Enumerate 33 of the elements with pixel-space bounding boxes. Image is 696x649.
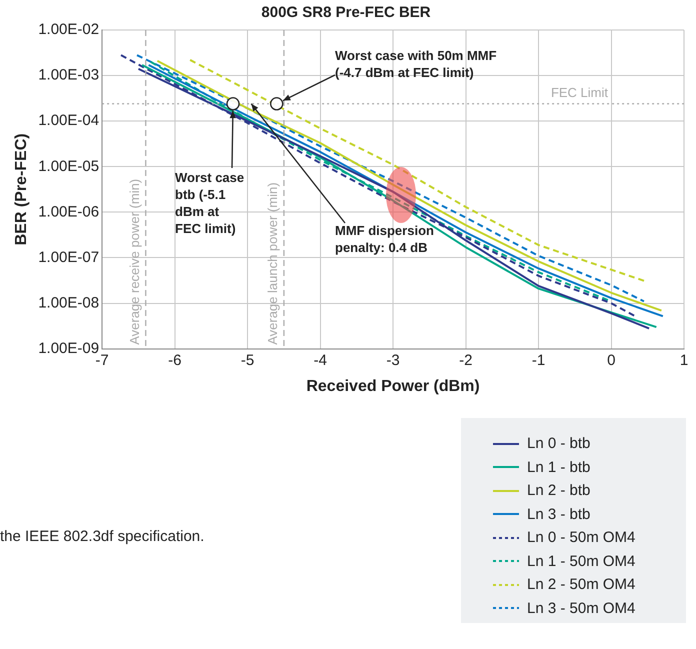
x-tick-label: -1: [532, 352, 546, 369]
legend-label: Ln 2 - 50m OM4: [527, 576, 636, 594]
y-axis-title: BER (Pre-FEC): [13, 133, 30, 246]
y-tick-label: 1.00E-02: [38, 21, 100, 38]
annotation: Worst case btb (-5.1 dBm at FEC limit): [175, 170, 244, 236]
x-tick-label: -3: [386, 352, 400, 369]
y-tick-label: 1.00E-03: [38, 66, 100, 84]
legend-label: Ln 0 - btb: [527, 435, 590, 452]
x-tick-label: -2: [459, 352, 472, 369]
annotation: Worst case with 50m MMF (-4.7 dBm at FEC limit): [335, 48, 497, 80]
x-tick-label: 1: [680, 352, 688, 369]
legend-label: Ln 0 - 50m OM4: [527, 529, 636, 546]
ref-line-label: Average launch power (min): [265, 182, 280, 345]
x-tick-label: -4: [314, 352, 327, 369]
x-axis-title: Received Power (dBm): [306, 378, 480, 395]
x-tick-label: -6: [168, 352, 182, 369]
ref-line-label: Average receive power (min): [126, 178, 142, 345]
x-tick-label: -5: [240, 352, 254, 369]
text: the IEEE 802.3df specification.: [0, 528, 204, 545]
y-tick-label: 1.00E-05: [38, 158, 100, 175]
legend-label: Ln 3 - 50m OM4: [527, 600, 636, 617]
y-tick-label: 1.00E-06: [38, 203, 100, 220]
y-tick-label: 1.00E-04: [38, 112, 100, 130]
chart-title: 800G SR8 Pre-FEC BER: [261, 4, 431, 22]
annotation: MMF dispersion penalty: 0.4 dB: [335, 223, 434, 256]
legend-label: Ln 3 - btb: [527, 506, 590, 523]
y-tick-label: 1.00E-08: [38, 294, 100, 312]
x-tick-label: 0: [607, 352, 616, 369]
legend-label: Ln 1 - 50m OM4: [527, 552, 636, 570]
legend-label: Ln 1 - btb: [527, 458, 590, 476]
legend-label: Ln 2 - btb: [527, 482, 590, 500]
ref-line-label: FEC Limit: [550, 84, 608, 100]
y-tick-label: 1.00E-07: [38, 248, 100, 266]
